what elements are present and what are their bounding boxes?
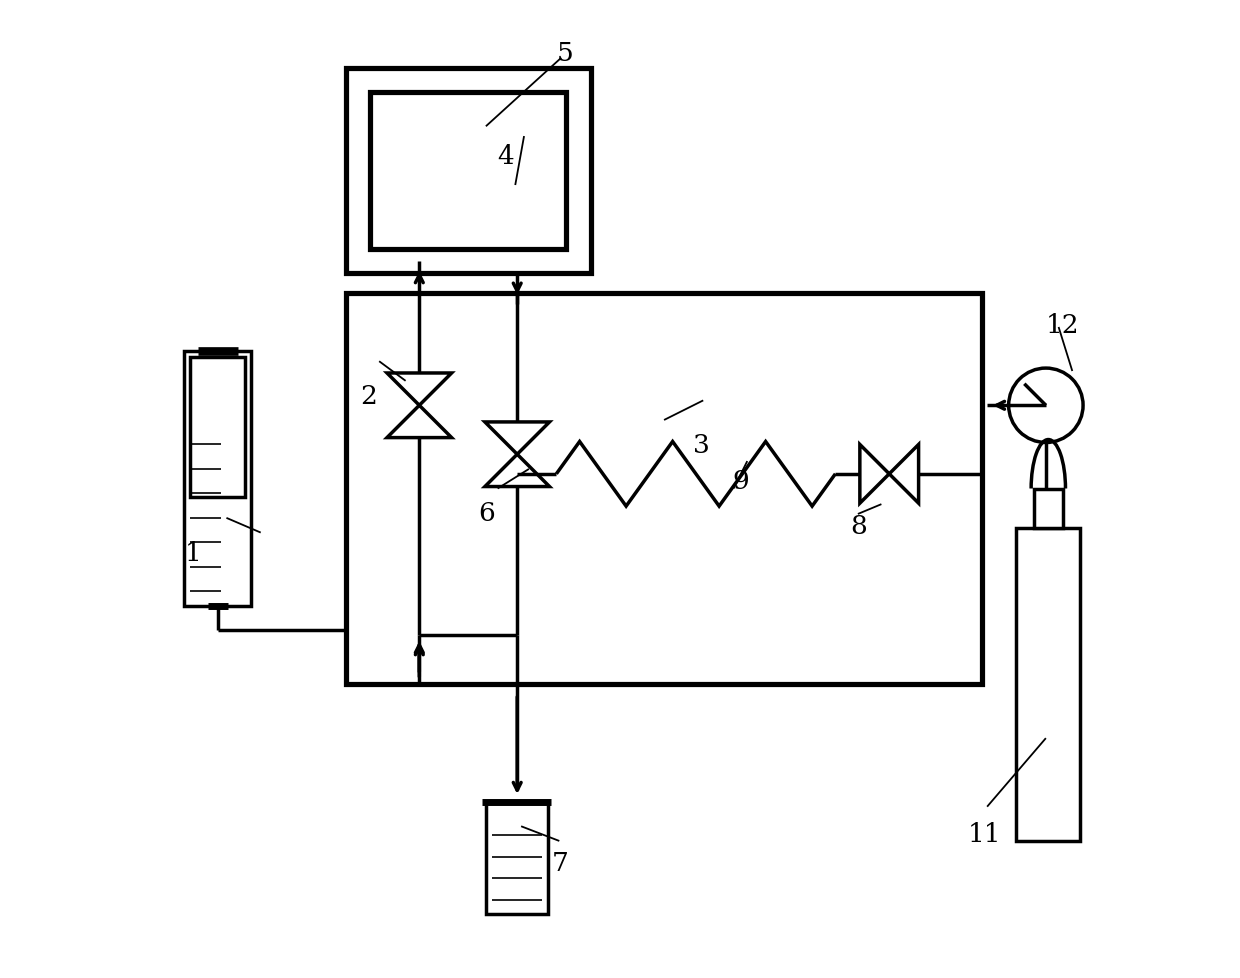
Bar xyxy=(346,68,590,274)
Bar xyxy=(486,802,548,914)
Text: 11: 11 xyxy=(967,821,1001,846)
Text: 8: 8 xyxy=(851,513,867,539)
Text: 3: 3 xyxy=(693,432,711,458)
Bar xyxy=(1017,528,1080,841)
Bar xyxy=(371,93,567,249)
Text: 4: 4 xyxy=(497,144,515,169)
Text: 5: 5 xyxy=(557,41,573,67)
Text: 9: 9 xyxy=(733,468,749,494)
Text: 7: 7 xyxy=(552,850,568,875)
Bar xyxy=(185,352,250,606)
Text: 1: 1 xyxy=(185,540,201,565)
Text: 6: 6 xyxy=(479,501,495,526)
Text: 12: 12 xyxy=(1045,312,1080,337)
Bar xyxy=(1034,489,1063,528)
Bar xyxy=(346,293,982,685)
Text: 2: 2 xyxy=(361,383,377,409)
Bar xyxy=(190,358,246,498)
